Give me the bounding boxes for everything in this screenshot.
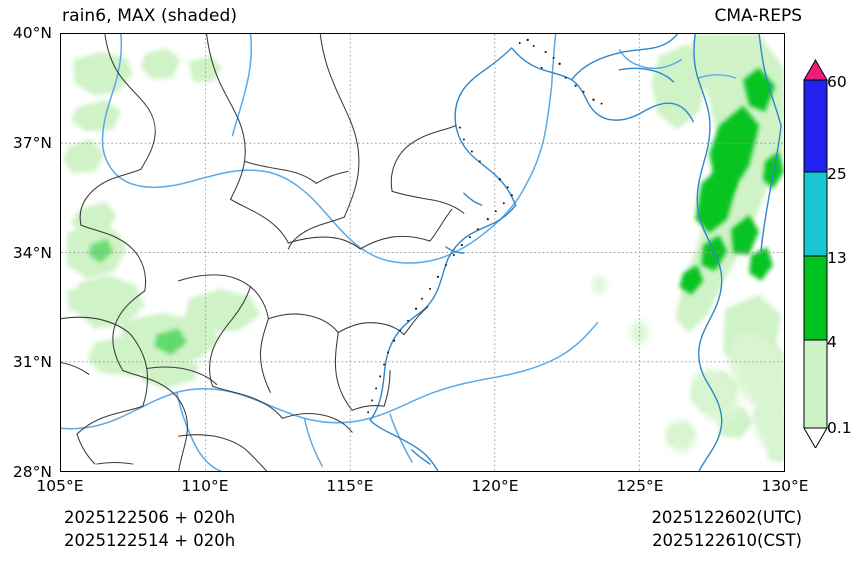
map-canvas — [61, 34, 784, 471]
map-plot-area[interactable] — [60, 33, 785, 472]
model-label: CMA-REPS — [714, 6, 802, 26]
colorbar-tick-label: 13 — [827, 249, 847, 267]
x-tick-label: 120°E — [471, 477, 519, 495]
precip-shading-moderate — [88, 67, 784, 355]
x-tick-label: 130°E — [761, 477, 809, 495]
colorbar-tick-label: 60 — [827, 73, 847, 91]
island-dots — [367, 38, 603, 414]
footer-valid-time-cst: 2025122610(CST) — [652, 531, 802, 550]
x-tick-label: 125°E — [616, 477, 664, 495]
colorbar-tick-label: 0.1 — [827, 419, 852, 437]
x-tick-label: 110°E — [181, 477, 229, 495]
colorbar-tick-label: 4 — [827, 333, 837, 351]
precip-shading-light — [62, 34, 784, 463]
colorbar[interactable]: 60 25 13 4 0.1 — [800, 58, 860, 448]
map-gridlines — [61, 34, 784, 471]
y-tick-label: 40°N — [12, 24, 52, 42]
x-tick-label: 115°E — [326, 477, 374, 495]
footer-valid-time-utc: 2025122602(UTC) — [651, 508, 802, 527]
y-tick-label: 31°N — [12, 353, 52, 372]
y-tick-label: 34°N — [12, 243, 52, 262]
province-borders — [61, 34, 465, 471]
y-tick-label: 37°N — [12, 133, 52, 152]
footer-init-time-cst: 2025122514 + 020h — [64, 531, 236, 550]
colorbar-gradient — [803, 58, 828, 448]
footer-init-time-utc: 2025122506 + 020h — [64, 508, 236, 527]
x-tick-label: 105°E — [36, 477, 84, 495]
colorbar-tick-label: 25 — [827, 165, 847, 183]
page-title: rain6, MAX (shaded) — [62, 6, 238, 26]
precip-speckle-se — [592, 275, 784, 459]
y-tick-label: 28°N — [12, 463, 52, 481]
